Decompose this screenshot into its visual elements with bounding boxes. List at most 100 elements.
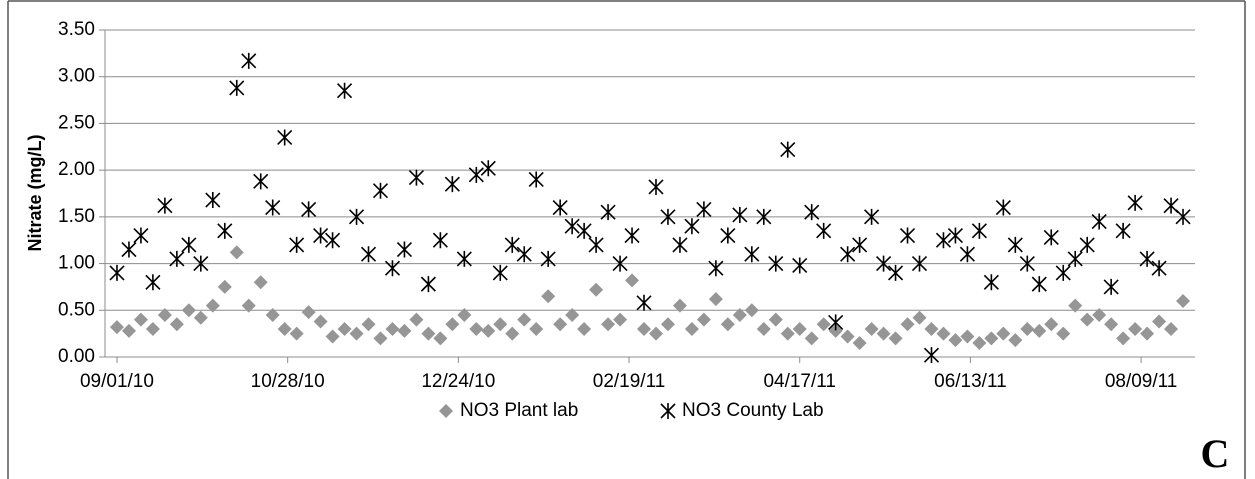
data-point <box>1115 222 1131 239</box>
legend-label: NO3 Plant lab <box>460 400 578 421</box>
data-point <box>193 310 208 325</box>
data-point <box>157 307 172 322</box>
data-point <box>1055 264 1071 281</box>
data-point <box>768 312 783 327</box>
data-point <box>804 331 819 346</box>
data-point <box>601 317 616 332</box>
data-point <box>960 329 975 344</box>
data-point <box>876 255 892 272</box>
data-point <box>564 218 580 235</box>
data-point <box>313 227 329 244</box>
data-point <box>577 321 592 336</box>
data-point <box>995 199 1011 216</box>
data-point <box>457 307 472 322</box>
data-point <box>912 310 927 325</box>
data-point <box>169 250 185 267</box>
data-point <box>840 329 855 344</box>
data-point <box>1032 323 1047 338</box>
x-tick-label: 06/13/11 <box>934 371 1007 392</box>
data-point <box>325 329 340 344</box>
data-point <box>205 192 221 209</box>
data-point <box>1019 255 1035 272</box>
data-point <box>637 321 652 336</box>
data-point <box>888 331 903 346</box>
x-tick-label: 04/17/11 <box>763 371 836 392</box>
data-point <box>720 227 736 244</box>
data-point <box>468 166 484 183</box>
data-point <box>480 160 496 177</box>
data-point <box>301 201 317 218</box>
data-point <box>828 314 844 331</box>
y-tick-label: 0.00 <box>58 346 95 367</box>
data-point <box>265 307 280 322</box>
y-tick-label: 3.00 <box>58 66 95 87</box>
data-point <box>732 206 748 223</box>
data-point <box>217 222 233 239</box>
data-point <box>804 204 820 221</box>
data-point <box>864 208 880 225</box>
data-point <box>732 307 747 322</box>
data-point <box>409 312 424 327</box>
data-point <box>337 321 352 336</box>
data-point <box>349 326 364 341</box>
data-point <box>840 246 856 263</box>
data-point <box>589 282 604 297</box>
data-point <box>1091 213 1107 230</box>
data-point <box>816 222 832 239</box>
data-point <box>205 298 220 313</box>
data-point <box>552 199 568 216</box>
legend-label: NO3 County Lab <box>682 400 824 421</box>
data-point <box>301 305 316 320</box>
data-point <box>588 236 604 253</box>
data-point <box>984 331 999 346</box>
data-point <box>983 274 999 291</box>
data-point <box>792 321 807 336</box>
data-point <box>541 289 556 304</box>
data-point <box>1031 276 1047 293</box>
data-point <box>768 255 784 272</box>
data-point <box>852 335 867 350</box>
data-point <box>109 264 125 281</box>
data-point <box>744 246 760 263</box>
data-point <box>1020 321 1035 336</box>
data-point <box>696 201 712 218</box>
data-point <box>397 323 412 338</box>
data-point <box>1044 317 1059 332</box>
data-point <box>887 264 904 281</box>
data-point <box>972 335 987 350</box>
data-point <box>924 321 939 336</box>
legend-marker <box>439 404 453 418</box>
data-point <box>1043 229 1059 246</box>
data-point <box>277 321 292 336</box>
data-point <box>744 303 759 318</box>
data-point <box>493 317 508 332</box>
data-point <box>420 276 436 293</box>
data-point <box>241 298 256 313</box>
data-point <box>1008 333 1023 348</box>
data-point <box>948 333 963 348</box>
data-point <box>624 227 640 244</box>
data-point <box>360 246 377 263</box>
data-point <box>517 312 532 327</box>
data-point <box>576 222 592 239</box>
data-point <box>181 236 197 253</box>
data-point <box>456 250 472 267</box>
data-point <box>1139 250 1155 267</box>
data-point <box>444 176 460 193</box>
data-point <box>133 312 148 327</box>
data-point <box>157 197 173 214</box>
data-point <box>600 204 616 221</box>
data-point <box>229 79 245 96</box>
data-point <box>540 250 556 267</box>
data-point <box>756 208 772 225</box>
data-point <box>529 321 544 336</box>
data-point <box>828 323 843 338</box>
data-point <box>1128 321 1143 336</box>
data-point <box>1056 326 1071 341</box>
y-axis-label: Nitrate (mg/L) <box>25 134 45 251</box>
data-point <box>900 317 915 332</box>
data-point <box>265 199 281 216</box>
data-point <box>899 227 916 244</box>
y-tick-label: 2.00 <box>58 159 95 180</box>
